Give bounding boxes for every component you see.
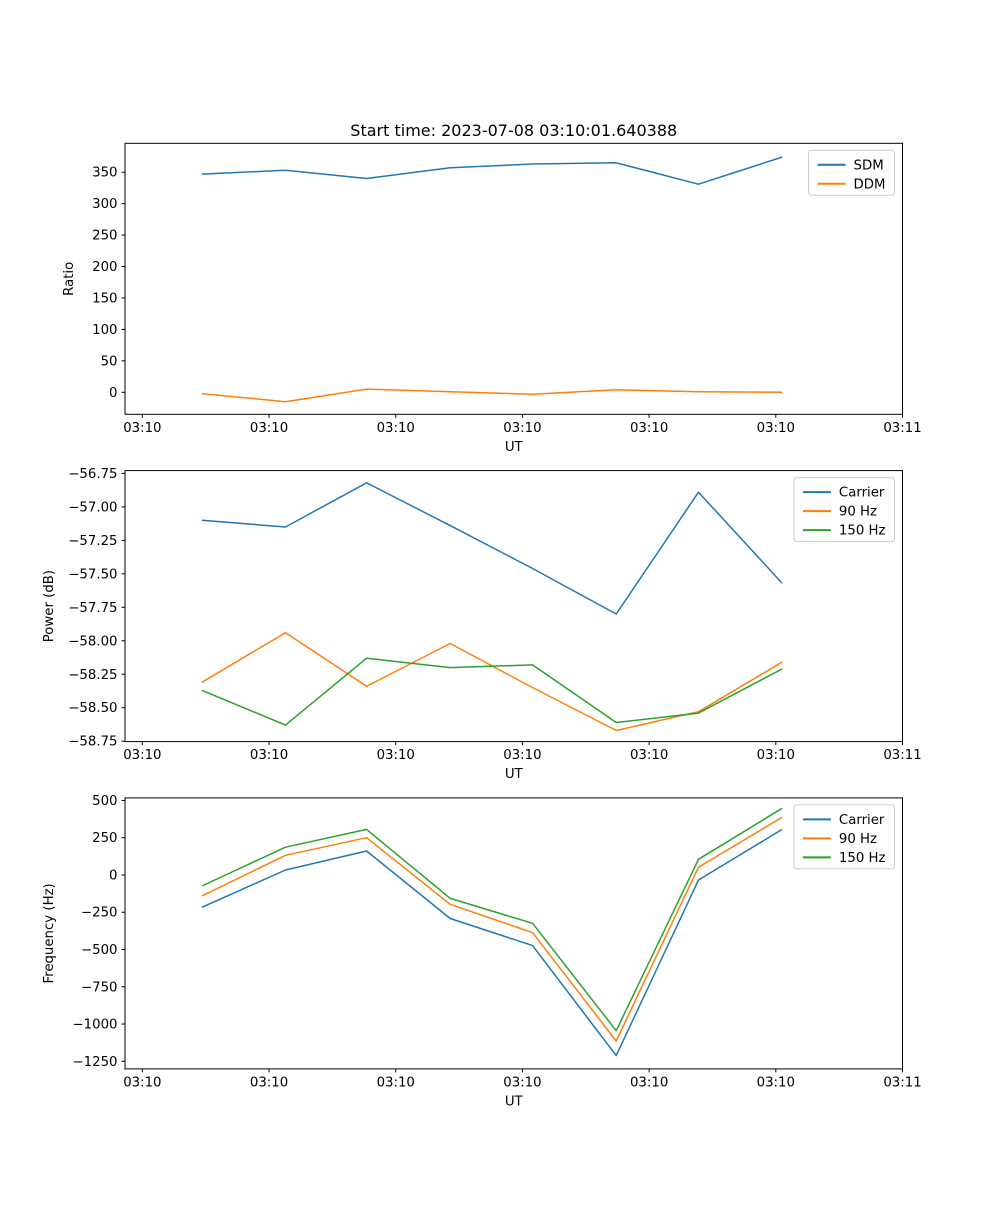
y-tick-label: 100 <box>92 323 117 338</box>
x-tick-label: 03:10 <box>123 421 161 436</box>
ratio-plot-area: 03:10 03:10 03:10 03:10 03:10 03:10 03:11 0 50 10… <box>92 142 922 436</box>
x-tick-label: 03:11 <box>883 748 921 763</box>
y-tick-label: −58.00 <box>68 634 117 649</box>
legend-item: 150 Hz <box>802 524 886 539</box>
y-tick-label: −1250 <box>73 1055 118 1070</box>
x-tick-label: 03:10 <box>630 748 668 763</box>
y-tick-label: −58.50 <box>68 701 117 716</box>
x-tick-label: 03:10 <box>757 748 795 763</box>
legend-label: 150 Hz <box>839 524 886 539</box>
figure-title: Start time: 2023-07-08 03:10:01.640388 <box>350 121 677 140</box>
y-tick-label: 200 <box>92 260 117 275</box>
x-tick-label: 03:10 <box>123 748 161 763</box>
x-tick-label: 03:10 <box>630 1075 668 1090</box>
y-tick-label: −750 <box>81 980 118 995</box>
y-tick-label: 0 <box>109 868 117 883</box>
y-tick-label: 500 <box>92 794 117 809</box>
x-tick-label: 03:10 <box>503 748 541 763</box>
y-tick-label: −500 <box>81 943 118 958</box>
axes-frame <box>124 797 903 1070</box>
y-tick-label: 0 <box>109 386 117 401</box>
y-tick-label: −1000 <box>73 1018 118 1033</box>
y-tick-label: 250 <box>92 831 117 846</box>
legend-item: 150 Hz <box>802 851 886 866</box>
legend-label: 90 Hz <box>839 832 877 847</box>
frequency-plot-90-hz-line <box>201 816 783 1042</box>
frequency-plot-150-hz-line <box>201 807 783 1032</box>
y-tick-label: 250 <box>92 229 117 244</box>
x-tick-label: 03:10 <box>377 748 415 763</box>
power-plot-carrier-line <box>201 482 783 615</box>
y-tick-label: −57.00 <box>68 500 117 515</box>
legend-item: 90 Hz <box>802 505 877 520</box>
x-tick-label: 03:10 <box>377 1075 415 1090</box>
ratio-plot-ddm-line <box>201 388 783 403</box>
power-plot-area: 03:10 03:10 03:10 03:10 03:10 03:10 03:11 −58.7… <box>68 467 921 763</box>
frequency-plot: Frequency (Hz) UT 03:10 03:10 03:10 03:10 03… <box>42 794 922 1109</box>
legend-label: 90 Hz <box>839 505 877 520</box>
legend: Carrier 90 Hz 150 Hz <box>793 804 896 870</box>
legend-label: 150 Hz <box>839 851 886 866</box>
x-tick-label: 03:10 <box>377 421 415 436</box>
x-tick-label: 03:10 <box>503 421 541 436</box>
y-tick-label: −58.75 <box>68 735 117 750</box>
legend: Carrier 90 Hz 150 Hz <box>793 477 896 543</box>
power-y-axis-label: Power (dB) <box>42 570 57 642</box>
legend-label: Carrier <box>839 813 885 828</box>
ratio-x-axis-label: UT <box>505 440 524 455</box>
legend-item: SDM <box>817 158 884 173</box>
frequency-x-axis-label: UT <box>505 1094 524 1109</box>
y-tick-label: 50 <box>101 354 118 369</box>
y-tick-label: −250 <box>81 906 118 921</box>
x-tick-label: 03:10 <box>503 1075 541 1090</box>
legend-item: Carrier <box>802 486 885 501</box>
legend-label: Carrier <box>839 486 885 501</box>
legend-box <box>793 477 896 543</box>
y-tick-label: −57.25 <box>68 534 117 549</box>
power-x-axis-label: UT <box>505 767 524 782</box>
ratio-plot: Ratio UT 03:10 03:10 03:10 03:10 03:10 03:10 0… <box>62 142 922 455</box>
ratio-y-axis-label: Ratio <box>62 262 77 296</box>
axes-frame <box>124 470 903 743</box>
legend-label: DDM <box>854 177 886 192</box>
power-plot-150-hz-line <box>201 657 783 726</box>
ratio-plot-sdm-line <box>201 156 783 185</box>
x-tick-label: 03:10 <box>250 1075 288 1090</box>
legend-label: SDM <box>854 158 884 173</box>
x-tick-label: 03:10 <box>123 1075 161 1090</box>
y-tick-label: 150 <box>92 291 117 306</box>
y-tick-label: −57.50 <box>68 567 117 582</box>
legend-item: DDM <box>817 177 886 192</box>
frequency-plot-area: 03:10 03:10 03:10 03:10 03:10 03:10 03:11 −1250… <box>73 794 922 1090</box>
legend-box <box>793 804 896 870</box>
power-plot: Power (dB) UT 03:10 03:10 03:10 03:10 03:10 0… <box>42 467 922 782</box>
x-tick-label: 03:11 <box>883 1075 921 1090</box>
legend-item: 90 Hz <box>802 832 877 847</box>
legend: SDM DDM <box>808 149 895 196</box>
y-tick-label: 350 <box>92 166 117 181</box>
y-tick-label: −57.75 <box>68 601 117 616</box>
y-tick-label: 300 <box>92 197 117 212</box>
x-tick-label: 03:10 <box>250 421 288 436</box>
axes-frame <box>124 142 903 415</box>
y-tick-label: −58.25 <box>68 668 117 683</box>
x-tick-label: 03:10 <box>630 421 668 436</box>
x-tick-label: 03:11 <box>883 421 921 436</box>
x-tick-label: 03:10 <box>250 748 288 763</box>
frequency-y-axis-label: Frequency (Hz) <box>42 883 57 983</box>
legend-item: Carrier <box>802 813 885 828</box>
x-tick-label: 03:10 <box>757 1075 795 1090</box>
y-tick-label: −56.75 <box>68 467 117 482</box>
x-tick-label: 03:10 <box>757 421 795 436</box>
power-plot-90-hz-line <box>201 631 783 732</box>
frequency-plot-carrier-line <box>201 828 783 1057</box>
